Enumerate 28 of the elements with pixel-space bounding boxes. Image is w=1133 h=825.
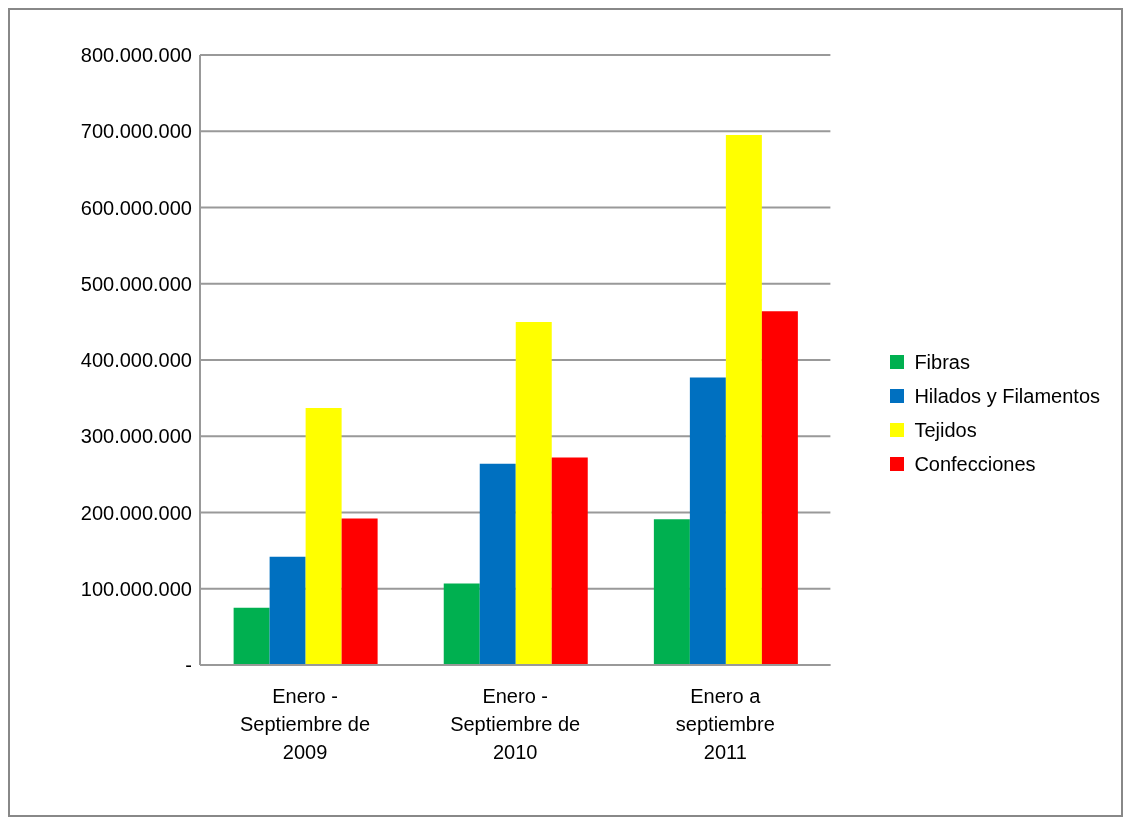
legend-label: Hilados y Filamentos	[914, 383, 1100, 409]
x-tick-label: Enero a septiembre 2011	[675, 685, 775, 763]
bar	[305, 408, 342, 665]
y-tick-label: 700.000.000	[80, 120, 192, 143]
legend-label: Tejidos	[914, 417, 977, 443]
bar	[341, 518, 378, 665]
bar	[269, 556, 306, 665]
y-tick-label: 100.000.000	[80, 577, 192, 600]
legend-label: Fibras	[914, 349, 970, 375]
bar	[515, 321, 552, 665]
y-tick-label: 200.000.000	[80, 501, 192, 524]
y-tick-label: 300.000.000	[80, 425, 192, 448]
bar	[761, 311, 798, 665]
y-tick-label: 800.000.000	[80, 44, 192, 67]
x-tick-label: Enero - Septiembre de 2009	[240, 685, 371, 763]
bar	[443, 583, 480, 665]
bar	[689, 377, 726, 665]
legend-label: Confecciones	[914, 451, 1036, 477]
bar	[725, 135, 762, 665]
x-tick-label: Enero - Septiembre de 2010	[450, 685, 581, 763]
y-tick-label: 600.000.000	[80, 196, 192, 219]
y-tick-label: 400.000.000	[80, 349, 192, 372]
bar	[233, 607, 270, 665]
bar	[653, 519, 690, 665]
y-tick-label: 500.000.000	[80, 272, 192, 295]
y-tick-label: -	[185, 654, 192, 677]
bar	[479, 463, 516, 665]
bar	[551, 457, 588, 665]
